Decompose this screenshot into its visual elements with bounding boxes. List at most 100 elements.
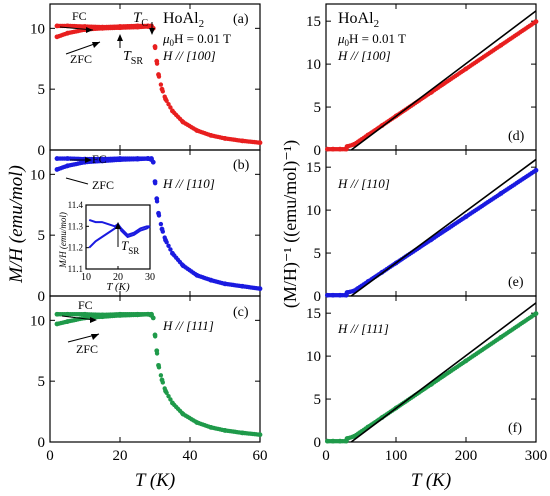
data-point-f (498, 334, 504, 340)
panel-letter-a: (a) (233, 12, 249, 27)
data-point-d (337, 146, 343, 152)
tsr-label-a: TSR (123, 49, 143, 67)
tsr-label-b: TSR (121, 238, 139, 256)
tsr-arrow-head-a (117, 34, 123, 41)
ytick-label-a: 5 (38, 82, 46, 98)
right-xlabel: T (K) (411, 470, 451, 491)
data-point-e (498, 191, 504, 196)
fit-line-f (350, 302, 537, 443)
fc-point-c (65, 311, 70, 317)
xtick-label-f: 0 (322, 448, 330, 464)
data-point-f (330, 438, 336, 444)
fc-point-a (54, 23, 60, 29)
ytick-label-e: 10 (306, 203, 321, 219)
inset-ytick-label: 11.1 (68, 264, 83, 274)
fit-line-d (350, 10, 537, 151)
ytick-label-c: 5 (38, 374, 46, 390)
data-point-c (240, 430, 245, 436)
zfc-point-c (117, 313, 123, 318)
fc-label-b: FC (92, 152, 107, 166)
zfc-point-c (100, 314, 105, 320)
fc-arrow-head-a (86, 27, 93, 33)
data-point-e (325, 292, 330, 298)
inset-ticks: 11.1 11.2 11.3 11.4 10 20 30 (68, 200, 155, 283)
xtick-label-f: 300 (525, 448, 548, 464)
data-point-c (158, 373, 164, 378)
frame-f (325, 295, 537, 443)
ytick-label-a: 0 (38, 143, 46, 159)
xtick-label-c: 0 (46, 448, 54, 464)
data-point-b (158, 221, 164, 227)
left-ylabel: M/H (emu/mol) (6, 165, 27, 284)
xtick-label-c: 40 (183, 448, 198, 464)
data-point-c (156, 362, 161, 368)
zfc-arrow-head-c (91, 334, 99, 340)
tc-arrow-head (149, 28, 155, 35)
zfc-point-c (65, 319, 70, 324)
ytick-label-b: 10 (30, 167, 45, 183)
zfc-point-c (135, 312, 140, 318)
ytick-label-b: 0 (38, 289, 46, 305)
zfc-point-b (100, 158, 105, 164)
data-point-f (337, 438, 343, 444)
panel-letter-d: (d) (508, 129, 525, 144)
ytick-label-a: 10 (30, 21, 45, 37)
zfc-point-b (54, 167, 60, 172)
data-point-a (240, 138, 245, 144)
zfc-point-a (100, 25, 105, 31)
data-point-b (150, 159, 156, 165)
right-ylabel: (M/H)⁻¹ ((emu/mol)⁻¹) (280, 140, 301, 308)
ytick-label-f: 10 (306, 349, 321, 365)
data-point-d (344, 144, 350, 149)
zfc-point-a (135, 24, 140, 30)
data-point-d (463, 66, 469, 72)
fit-line-e (350, 158, 537, 297)
zfc-point-a (54, 34, 60, 40)
zfc-point-a (65, 30, 70, 36)
zfc-point-c (54, 321, 60, 327)
data-point-d (533, 19, 539, 25)
zfc-label-b: ZFC (92, 178, 114, 192)
data-point-a (166, 101, 171, 107)
data-point-d (330, 146, 336, 152)
data-point-b (240, 283, 245, 289)
data-point-d (498, 42, 504, 48)
data-point-b (166, 243, 171, 249)
zfc-point-b (65, 163, 70, 169)
panel-letter-c: (c) (233, 305, 249, 320)
data-point-a (257, 140, 263, 146)
data-point-b (154, 196, 160, 202)
ytick-label-f: 5 (314, 392, 322, 408)
inset-xtick-label: 10 (81, 272, 91, 283)
zfc-point-c (82, 315, 88, 321)
ytick-label-d: 5 (314, 100, 322, 116)
xtick-label-c: 60 (253, 448, 268, 464)
fc-point-c (54, 311, 60, 317)
ytick-label-d: 0 (314, 143, 322, 159)
data-point-a (168, 105, 173, 110)
data-point-a (194, 128, 200, 133)
data-point-a (159, 86, 165, 92)
panel-letter-e: (e) (508, 275, 524, 290)
inset-xlabel: T (K) (106, 281, 130, 293)
xtick-label-f: 200 (455, 448, 478, 464)
data-point-e (351, 288, 357, 294)
data-point-e (344, 290, 350, 295)
data-point-b (257, 286, 263, 292)
data-point-b (222, 281, 228, 287)
data-point-c (163, 388, 168, 394)
data-point-c (154, 348, 160, 354)
zfc-label-a: ZFC (70, 52, 92, 66)
xtick-label-f: 100 (385, 448, 408, 464)
zfc-arrow-b (65, 177, 89, 185)
fc-point-b (65, 156, 70, 161)
data-point-a (152, 44, 158, 49)
zfc-arrow-head-a (92, 42, 100, 48)
data-point-b (163, 237, 168, 243)
ytick-label-d: 10 (306, 57, 321, 73)
data-point-f (325, 438, 330, 444)
ytick-label-c: 0 (38, 435, 46, 451)
ytick-label-e: 15 (306, 160, 321, 176)
direction-label-c: H // [111] (162, 318, 214, 333)
